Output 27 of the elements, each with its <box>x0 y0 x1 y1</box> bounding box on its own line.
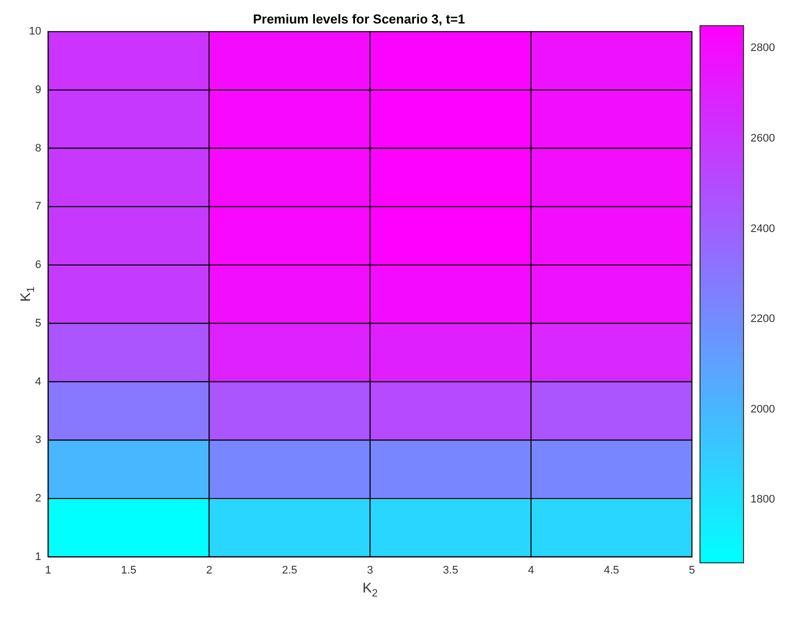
color-bar-label: 2200 <box>750 313 776 326</box>
color-bar-label: 2000 <box>750 403 776 416</box>
x-tick-label: 2.5 <box>282 564 298 576</box>
y-tick-label: 10 <box>28 26 42 38</box>
color-bar-label: 1800 <box>750 494 776 506</box>
y-tick-label: 9 <box>35 84 42 96</box>
x-tick-label: 3.5 <box>442 564 458 576</box>
y-tick-label: 4 <box>35 376 42 388</box>
color-bar-label: 2600 <box>750 132 776 144</box>
y-tick-label: 5 <box>35 317 42 330</box>
y-tick-label: 7 <box>35 200 42 213</box>
x-tick-label: 5 <box>688 564 696 576</box>
y-tick-label: 6 <box>35 259 42 272</box>
y-tick-label: 1 <box>35 550 42 563</box>
color-bar-label: 2400 <box>750 222 776 235</box>
x-tick-label: 4.5 <box>604 564 620 576</box>
y-tick-label: 2 <box>35 492 42 504</box>
x-tick-label: 2 <box>206 564 212 576</box>
x-tick-label: 4 <box>528 564 534 576</box>
chart-title: Premium levels for Scenario 3, t=1 <box>252 11 466 26</box>
x-tick-label: 1 <box>45 564 52 576</box>
y-tick-label: 8 <box>35 142 42 154</box>
x-tick-label: 1.5 <box>121 564 136 576</box>
y-tick-label: 3 <box>35 434 42 446</box>
color-bar-label: 2800 <box>750 42 776 54</box>
x-tick-label: 3 <box>367 564 374 576</box>
y-axis-title: K1 <box>16 286 37 302</box>
